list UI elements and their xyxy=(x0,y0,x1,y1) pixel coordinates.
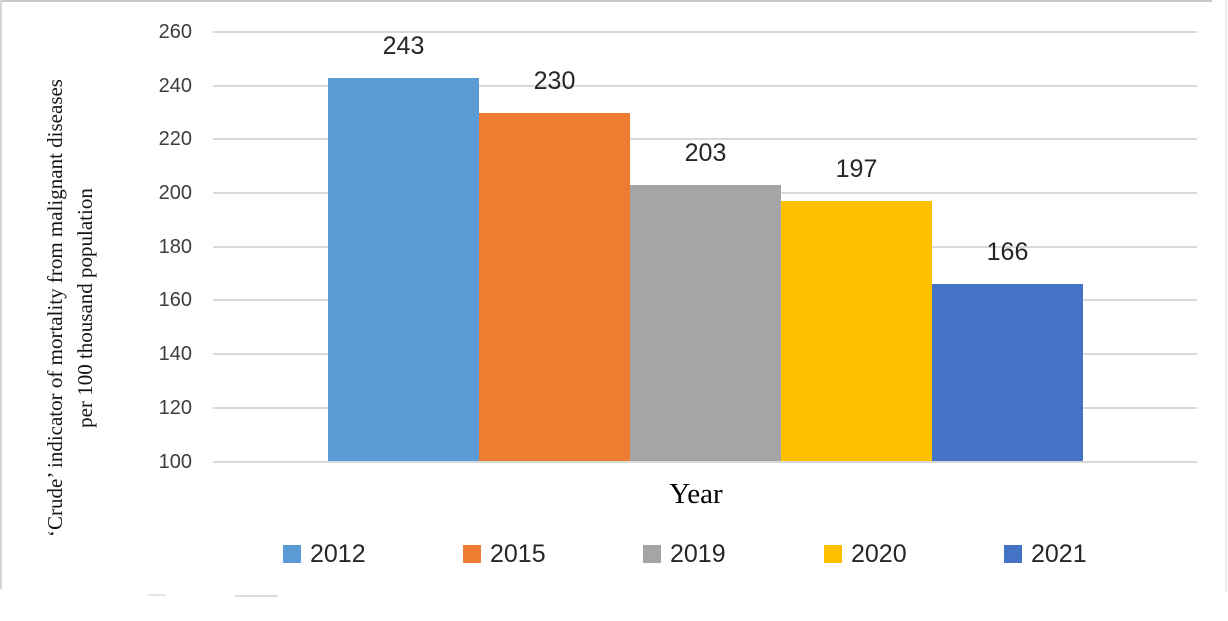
artifact-mark-right xyxy=(235,595,278,597)
y-tick-label: 160 xyxy=(158,289,192,312)
value-label-2015: 230 xyxy=(533,66,576,95)
legend-swatch-icon xyxy=(283,545,301,563)
gridline xyxy=(213,138,1197,141)
legend-item-2020: 2020 xyxy=(824,541,907,567)
bar-2015 xyxy=(479,112,630,462)
y-tick-label: 120 xyxy=(158,396,192,419)
border-top xyxy=(0,0,1212,2)
x-axis-title: Year xyxy=(669,478,723,510)
bar-2021 xyxy=(932,284,1083,462)
legend-swatch-icon xyxy=(824,545,842,563)
legend-item-2015: 2015 xyxy=(463,541,546,567)
legend-item-2012: 2012 xyxy=(283,541,366,567)
legend-label: 2020 xyxy=(851,540,907,568)
y-tick-label: 180 xyxy=(158,235,192,258)
y-axis-title-line1: ‘Crude’ indicator of mortality from mali… xyxy=(43,79,67,537)
y-tick-label: 260 xyxy=(158,21,192,43)
y-tick-label: 220 xyxy=(158,128,192,151)
y-tick-label: 240 xyxy=(158,74,192,97)
legend-label: 2015 xyxy=(490,540,546,568)
bar-2012 xyxy=(328,77,479,462)
y-tick-label: 200 xyxy=(158,182,192,205)
value-label-2020: 197 xyxy=(835,155,878,184)
legend-item-2021: 2021 xyxy=(1004,541,1087,567)
border-right xyxy=(1225,0,1227,592)
bar-2019 xyxy=(630,185,781,462)
value-label-2012: 243 xyxy=(382,31,425,60)
baseline-gridline xyxy=(213,461,1197,463)
legend-swatch-icon xyxy=(643,545,661,563)
legend-swatch-icon xyxy=(1004,545,1022,563)
gridline xyxy=(213,31,1197,33)
artifact-mark-left xyxy=(148,594,166,596)
value-label-2021: 166 xyxy=(986,238,1029,267)
legend-label: 2021 xyxy=(1031,540,1087,568)
value-label-2019: 203 xyxy=(684,139,727,167)
legend-swatch-icon xyxy=(463,545,481,563)
legend-label: 2019 xyxy=(670,540,726,568)
y-tick-label: 100 xyxy=(158,450,192,473)
y-axis-title: ‘Crude’ indicator of mortality from mali… xyxy=(40,0,100,621)
legend-item-2019: 2019 xyxy=(643,541,726,567)
border-left xyxy=(0,0,2,589)
gridline xyxy=(213,84,1197,87)
y-axis-title-line2: per 100 thousand population xyxy=(73,188,97,428)
bar-2020 xyxy=(781,201,932,462)
y-tick-label: 140 xyxy=(158,343,192,366)
legend-label: 2012 xyxy=(310,540,366,568)
